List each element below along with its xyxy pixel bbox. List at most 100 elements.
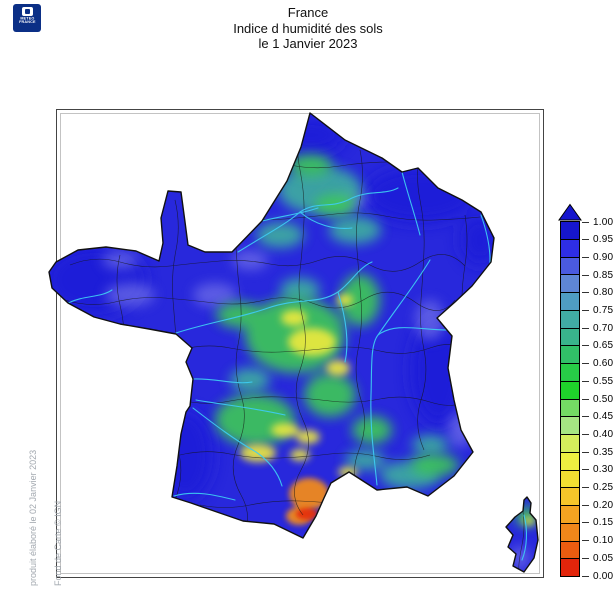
legend-bin: [561, 435, 579, 453]
legend-bin: [561, 275, 579, 293]
map-frame: [56, 109, 544, 578]
legend-tick-label: 0.00: [593, 570, 614, 582]
legend-labels: 1.00 0.95 0.90 0.85 0.80 0.75 0.70 0.65 0.60 0.55…: [582, 217, 616, 582]
legend-tick-mark: [582, 487, 589, 488]
title-country: France: [287, 5, 329, 20]
legend-tick: 0.65: [582, 340, 613, 352]
legend-bin: [561, 239, 579, 258]
legend-tick: 0.95: [582, 234, 613, 246]
legend-tick: 1.00: [582, 216, 613, 228]
legend-bin: [561, 257, 579, 276]
meteo-france-logo-icon: [21, 7, 33, 16]
legend-tick-mark: [582, 451, 589, 453]
credit-produced: produit élaboré le 02 Janvier 2023: [28, 449, 38, 586]
legend-tick-mark: [582, 274, 589, 276]
legend-tick-label: 0.85: [593, 269, 614, 281]
legend-bin: [561, 399, 579, 418]
title-date: le 1 Janvier 2023: [258, 36, 358, 51]
legend-tick-mark: [582, 327, 589, 329]
legend-tick-label: 0.95: [593, 234, 614, 246]
legend-tick: 0.60: [582, 358, 613, 370]
legend-tick-label: 0.55: [593, 375, 614, 387]
legend-bin: [561, 488, 579, 506]
legend-tick: 0.50: [582, 393, 613, 405]
legend-bin: [561, 541, 579, 560]
legend-tick-label: 0.50: [593, 393, 614, 405]
legend-tick: 0.55: [582, 375, 613, 387]
legend-tick-label: 0.90: [593, 251, 614, 263]
legend-bin: [561, 222, 579, 240]
legend: 1.00 0.95 0.90 0.85 0.80 0.75 0.70 0.65 0.60 0.55…: [558, 203, 616, 583]
legend-tick-mark: [582, 239, 589, 241]
legend-tick: 0.10: [582, 535, 613, 547]
legend-tick: 0.35: [582, 446, 613, 458]
legend-tick-label: 0.70: [593, 322, 614, 334]
legend-tick-label: 0.45: [593, 411, 614, 423]
legend-tick-label: 0.75: [593, 305, 614, 316]
legend-tick-label: 0.40: [593, 428, 614, 440]
logo-line1: METEO: [19, 17, 35, 21]
legend-bin: [561, 293, 579, 311]
legend-tick-label: 0.65: [593, 340, 614, 352]
legend-tick: 0.90: [582, 251, 613, 263]
rivers: [67, 171, 527, 561]
coastline: [48, 112, 539, 573]
legend-tick-mark: [582, 433, 589, 435]
legend-bin: [561, 559, 579, 576]
legend-bin: [561, 310, 579, 329]
legend-tick: 0.30: [582, 464, 613, 476]
legend-tick-mark: [582, 540, 589, 542]
legend-bin: [561, 470, 579, 489]
map-title: France Indice d humidité des sols le 1 J…: [0, 5, 616, 52]
legend-tick-mark: [582, 416, 589, 418]
legend-bin: [561, 452, 579, 471]
legend-tick-mark: [582, 398, 589, 400]
legend-tick-mark: [582, 256, 589, 258]
legend-tick-mark: [582, 345, 589, 347]
logo-line2: FRANCE: [18, 20, 36, 25]
legend-bin: [561, 417, 579, 435]
legend-bar: [560, 221, 580, 577]
legend-tick-label: 0.25: [593, 482, 614, 493]
legend-tick-mark: [582, 380, 589, 382]
legend-bin: [561, 506, 579, 524]
legend-tick-mark: [582, 469, 589, 471]
legend-tick-mark: [582, 557, 589, 559]
legend-bin: [561, 346, 579, 364]
legend-tick-label: 0.05: [593, 552, 614, 564]
legend-tick: 0.45: [582, 411, 613, 423]
legend-tick: 0.80: [582, 287, 613, 299]
legend-tick: 0.75: [582, 305, 613, 317]
legend-tick-mark: [582, 363, 589, 365]
legend-tick-mark: [582, 575, 589, 577]
legend-tick: 0.40: [582, 428, 613, 440]
legend-tick-mark: [582, 504, 589, 506]
legend-bin: [561, 328, 579, 347]
legend-overflow-triangle: [558, 203, 582, 221]
legend-tick: 0.20: [582, 499, 613, 511]
legend-tick-label: 0.10: [593, 535, 614, 547]
meteo-france-logo: METEO FRANCE: [13, 4, 41, 32]
legend-tick-label: 0.60: [593, 358, 614, 370]
legend-tick-label: 0.20: [593, 499, 614, 511]
title-index-name: Indice d humidité des sols: [233, 20, 383, 36]
legend-tick: 0.00: [582, 570, 613, 582]
legend-tick: 0.25: [582, 482, 613, 494]
legend-bin: [561, 364, 579, 382]
credit-basemap: Fond de Carte © IGN: [53, 500, 63, 586]
legend-tick: 0.70: [582, 322, 613, 334]
legend-tick-label: 0.35: [593, 446, 614, 458]
legend-tick-label: 0.15: [593, 517, 614, 529]
moisture-field: [49, 113, 538, 572]
legend-tick-mark: [582, 292, 589, 294]
legend-tick: 0.85: [582, 269, 613, 281]
legend-tick-label: 1.00: [593, 216, 614, 228]
legend-bin: [561, 523, 579, 542]
legend-bin: [561, 381, 579, 400]
legend-tick-mark: [582, 221, 589, 223]
legend-tick-mark: [582, 310, 589, 311]
legend-tick-label: 0.30: [593, 464, 614, 476]
legend-tick-mark: [582, 522, 589, 524]
legend-tick: 0.15: [582, 517, 613, 529]
